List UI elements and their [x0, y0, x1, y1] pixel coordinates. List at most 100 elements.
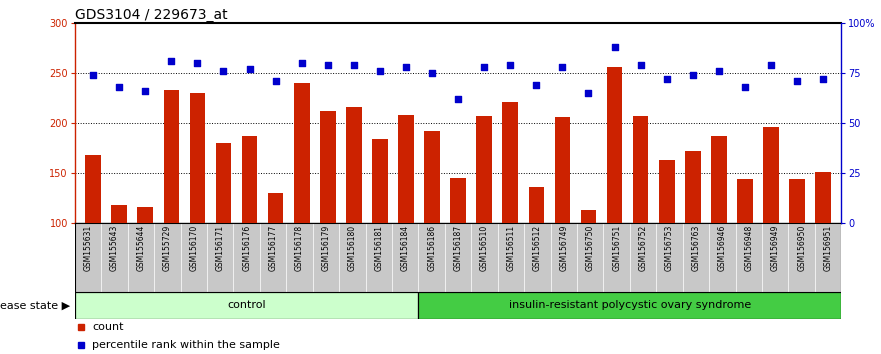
Text: GSM156749: GSM156749: [559, 225, 568, 272]
Text: GSM156752: GSM156752: [639, 225, 648, 271]
Bar: [372, 139, 388, 223]
Text: count: count: [93, 322, 123, 332]
Text: GSM156946: GSM156946: [718, 225, 727, 272]
Text: GSM156950: GSM156950: [797, 225, 806, 272]
Bar: [763, 127, 779, 223]
Bar: [450, 178, 466, 223]
Text: GSM156512: GSM156512: [533, 225, 542, 271]
Point: [555, 64, 569, 70]
Bar: [551, 223, 577, 292]
Text: GDS3104 / 229673_at: GDS3104 / 229673_at: [75, 8, 227, 22]
Point: [790, 78, 804, 84]
Text: GSM156176: GSM156176: [242, 225, 251, 271]
Bar: [189, 93, 205, 223]
Text: GSM156751: GSM156751: [612, 225, 621, 271]
Text: GSM156750: GSM156750: [586, 225, 595, 272]
Bar: [815, 172, 831, 223]
Bar: [392, 223, 418, 292]
Bar: [683, 223, 709, 292]
Point: [164, 58, 178, 64]
Point: [347, 62, 361, 68]
Bar: [762, 223, 788, 292]
Point: [269, 78, 283, 84]
Text: GSM156511: GSM156511: [507, 225, 515, 271]
Text: GSM156948: GSM156948: [744, 225, 753, 271]
Point: [138, 88, 152, 94]
Point: [816, 76, 830, 82]
Text: GSM156184: GSM156184: [401, 225, 410, 271]
Point: [764, 62, 778, 68]
Text: GSM156178: GSM156178: [295, 225, 304, 271]
Bar: [339, 223, 366, 292]
Bar: [366, 223, 392, 292]
Bar: [294, 83, 309, 223]
Point: [373, 68, 387, 74]
Text: GSM156186: GSM156186: [427, 225, 436, 271]
Text: disease state ▶: disease state ▶: [0, 300, 70, 310]
Text: GSM156510: GSM156510: [480, 225, 489, 271]
Bar: [260, 223, 286, 292]
Point: [294, 60, 308, 66]
Bar: [313, 223, 339, 292]
Text: GSM156949: GSM156949: [771, 225, 780, 272]
Text: control: control: [227, 300, 266, 310]
Text: GSM156170: GSM156170: [189, 225, 198, 271]
Bar: [471, 223, 498, 292]
Point: [451, 96, 465, 102]
Bar: [181, 223, 207, 292]
Bar: [111, 205, 127, 223]
Text: GSM156951: GSM156951: [824, 225, 833, 271]
Text: GSM155631: GSM155631: [84, 225, 93, 271]
Bar: [346, 107, 362, 223]
Text: GSM156181: GSM156181: [374, 225, 383, 271]
Point: [321, 62, 335, 68]
Text: GSM156177: GSM156177: [269, 225, 278, 271]
Bar: [101, 223, 128, 292]
Point: [478, 64, 492, 70]
Bar: [164, 90, 179, 223]
Bar: [630, 223, 656, 292]
Bar: [736, 223, 762, 292]
Bar: [685, 151, 700, 223]
Text: GSM156171: GSM156171: [216, 225, 225, 271]
Text: GSM155644: GSM155644: [137, 225, 145, 272]
Point: [86, 72, 100, 78]
Bar: [241, 136, 257, 223]
Text: GSM156180: GSM156180: [348, 225, 357, 271]
Bar: [524, 223, 551, 292]
Point: [112, 84, 126, 90]
Bar: [233, 223, 260, 292]
Bar: [137, 207, 153, 223]
Point: [242, 66, 256, 72]
Bar: [128, 223, 154, 292]
Point: [633, 62, 648, 68]
Bar: [425, 131, 440, 223]
Text: GSM156179: GSM156179: [322, 225, 330, 271]
Bar: [154, 223, 181, 292]
Bar: [75, 292, 418, 319]
Bar: [711, 136, 727, 223]
Bar: [268, 193, 284, 223]
Point: [660, 76, 674, 82]
Bar: [788, 223, 815, 292]
Bar: [603, 223, 630, 292]
Point: [399, 64, 413, 70]
Text: GSM155729: GSM155729: [163, 225, 172, 271]
Bar: [554, 117, 570, 223]
Bar: [529, 187, 544, 223]
Point: [581, 90, 596, 96]
Bar: [207, 223, 233, 292]
Bar: [815, 223, 841, 292]
Text: insulin-resistant polycystic ovary syndrome: insulin-resistant polycystic ovary syndr…: [509, 300, 751, 310]
Text: percentile rank within the sample: percentile rank within the sample: [93, 340, 280, 350]
Bar: [445, 223, 471, 292]
Point: [503, 62, 517, 68]
Bar: [709, 223, 736, 292]
Bar: [418, 292, 841, 319]
Text: GSM155643: GSM155643: [110, 225, 119, 272]
Bar: [789, 179, 805, 223]
Text: GSM156187: GSM156187: [454, 225, 463, 271]
Point: [425, 70, 439, 76]
Bar: [418, 223, 445, 292]
Point: [712, 68, 726, 74]
